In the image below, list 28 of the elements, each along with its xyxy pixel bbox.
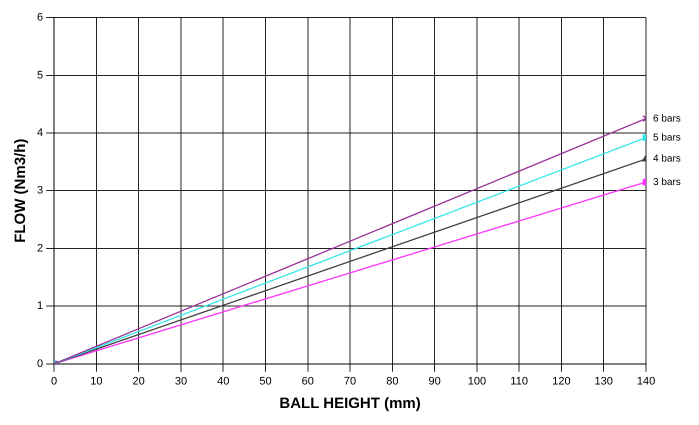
series-label: 6 bars xyxy=(653,113,681,124)
series-label: 4 bars xyxy=(653,154,681,165)
y-tick-label: 3 xyxy=(36,184,44,197)
x-tick-label: 120 xyxy=(552,375,571,388)
x-tick-label: 0 xyxy=(51,375,58,388)
x-tick-label: 130 xyxy=(594,375,613,388)
x-tick-label: 10 xyxy=(90,375,103,388)
y-tick-label: 5 xyxy=(36,69,44,82)
y-tick-label: 1 xyxy=(36,300,44,312)
series-label: 3 bars xyxy=(653,176,681,188)
y-tick-label: 4 xyxy=(36,127,44,140)
x-tick-label: 40 xyxy=(217,375,230,388)
series-label: 5 bars xyxy=(653,132,681,144)
x-tick-label: 70 xyxy=(344,375,356,388)
x-tick-label: 80 xyxy=(386,375,398,388)
x-tick-label: 110 xyxy=(510,375,528,388)
x-tick-label: 20 xyxy=(132,375,145,388)
y-axis-title: FLOW (Nm3/h) xyxy=(12,138,30,243)
x-tick-label: 30 xyxy=(174,375,188,388)
x-tick-label: 50 xyxy=(259,375,272,388)
x-tick-label: 60 xyxy=(302,375,314,388)
x-tick-label: 90 xyxy=(428,375,441,388)
x-tick-label: 100 xyxy=(468,375,486,388)
y-tick-label: 0 xyxy=(36,358,44,370)
x-axis-title: BALL HEIGHT (mm) xyxy=(279,395,421,412)
y-tick-label: 2 xyxy=(36,242,44,254)
y-tick-label: 6 xyxy=(36,12,44,24)
x-tick-label: 140 xyxy=(636,375,656,388)
